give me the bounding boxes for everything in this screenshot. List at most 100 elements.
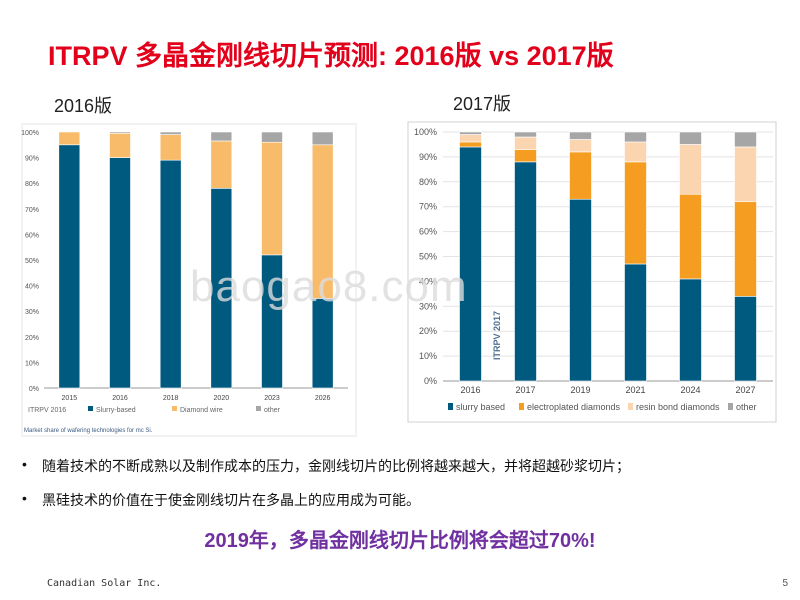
y-tick-label: 80% [25, 181, 39, 188]
bar-segment [58, 131, 81, 146]
bar-segment [159, 159, 182, 389]
bullet-marker: • [22, 490, 27, 506]
bar-segment [624, 131, 647, 143]
bar-segment [261, 141, 283, 256]
page-number: 5 [782, 578, 788, 589]
x-tick-label: 2019 [570, 385, 590, 395]
y-tick-label: 90% [419, 152, 437, 162]
bar-segment [210, 131, 233, 142]
y-tick-label: 100% [21, 130, 39, 137]
y-tick-label: 10% [419, 351, 437, 361]
y-tick-label: 10% [25, 360, 39, 367]
legend-swatch [88, 406, 93, 411]
x-tick-label: 2018 [163, 395, 179, 402]
bullet-item: • 随着技术的不断成熟以及制作成本的压力，金刚线切片的比例将越来越大，并将超越砂… [22, 456, 630, 476]
y-tick-label: 20% [419, 326, 437, 336]
bullet-list: • 随着技术的不断成熟以及制作成本的压力，金刚线切片的比例将越来越大，并将超越砂… [22, 456, 630, 524]
y-tick-label: 80% [419, 177, 437, 187]
bar-segment [734, 296, 757, 382]
bar-segment [734, 146, 757, 203]
bar-segment [514, 149, 537, 163]
legend-swatch [628, 403, 633, 410]
x-tick-label: 2017 [515, 385, 535, 395]
bar-segment [159, 134, 182, 161]
bar-segment [109, 157, 131, 389]
x-tick-label: 2023 [264, 395, 280, 402]
bar-segment [514, 131, 537, 138]
bar-segment [569, 151, 592, 200]
bar-segment [459, 131, 482, 135]
highlight-statement: 2019年，多晶金刚线切片比例将会超过70%! [204, 530, 596, 552]
x-tick-label: 2024 [680, 385, 700, 395]
legend-label: electroplated diamonds [527, 402, 621, 412]
bar-segment [624, 161, 647, 265]
bar-segment [624, 141, 647, 163]
bar-segment [624, 263, 647, 382]
legend-label: slurry based [456, 402, 505, 412]
footer-company: Canadian Solar Inc. [47, 578, 162, 589]
x-tick-label: 2021 [625, 385, 645, 395]
itrpv-2017-mark: ITRPV 2017 [492, 311, 502, 360]
bullet-marker: • [22, 456, 27, 472]
legend-label: other [736, 402, 757, 412]
watermark: baogao8.com [190, 262, 468, 311]
bar-segment [734, 131, 757, 148]
legend-label: Diamond wire [180, 407, 223, 414]
bar-segment [210, 140, 233, 189]
legend-swatch [728, 403, 733, 410]
legend-label: Slurry-based [96, 407, 136, 414]
chart-2016-label: 2016版 [54, 96, 113, 116]
legend-swatch [448, 403, 453, 410]
y-tick-label: 70% [419, 202, 437, 212]
x-tick-label: 2026 [315, 395, 331, 402]
bar-segment [109, 131, 131, 134]
bar-segment [514, 136, 537, 150]
bar-segment [58, 144, 81, 389]
bar-segment [459, 134, 482, 143]
y-tick-label: 60% [25, 232, 39, 239]
y-tick-label: 40% [419, 276, 437, 286]
y-tick-label: 50% [25, 258, 39, 265]
bar-segment [679, 144, 702, 195]
y-tick-label: 50% [419, 252, 437, 262]
bar-segment [514, 161, 537, 382]
bar-segment [569, 198, 592, 382]
y-tick-label: 0% [424, 376, 437, 386]
bullet-text: 黑硅技术的价值在于使金刚线切片在多晶上的应用成为可能。 [42, 492, 420, 508]
legend-swatch [256, 406, 261, 411]
bar-segment [569, 131, 592, 140]
y-tick-label: 30% [419, 301, 437, 311]
y-tick-label: 100% [414, 127, 437, 137]
y-tick-label: 0% [29, 386, 39, 393]
x-tick-label: 2020 [214, 395, 230, 402]
y-tick-label: 70% [25, 207, 39, 214]
legend-label: other [264, 407, 281, 414]
legend-swatch [172, 406, 177, 411]
x-tick-label: 2016 [460, 385, 480, 395]
legend-swatch [519, 403, 524, 410]
bar-segment [679, 131, 702, 145]
bar-segment [569, 139, 592, 153]
chart-caption: Market share of wafering technologies fo… [24, 428, 153, 434]
y-tick-label: 20% [25, 335, 39, 342]
bar-segment [734, 201, 757, 297]
slide-title: ITRPV 多晶金刚线切片预测: 2016版 vs 2017版 [48, 41, 614, 71]
bar-segment [159, 131, 182, 135]
legend-prefix: ITRPV 2016 [28, 407, 66, 414]
bullet-text: 随着技术的不断成熟以及制作成本的压力，金刚线切片的比例将越来越大，并将超越砂浆切… [42, 458, 630, 474]
y-tick-label: 30% [25, 309, 39, 316]
x-tick-label: 2015 [62, 395, 78, 402]
bar-segment [459, 141, 482, 148]
y-tick-label: 60% [419, 227, 437, 237]
y-tick-label: 90% [25, 156, 39, 163]
x-tick-label: 2027 [735, 385, 755, 395]
legend-label: resin bond diamonds [636, 402, 720, 412]
chart-2017-label: 2017版 [453, 94, 512, 114]
bar-segment [679, 278, 702, 382]
y-tick-label: 40% [25, 284, 39, 291]
bar-segment [109, 132, 131, 158]
bar-segment [261, 131, 283, 143]
bar-segment [679, 193, 702, 280]
x-tick-label: 2016 [112, 395, 128, 402]
